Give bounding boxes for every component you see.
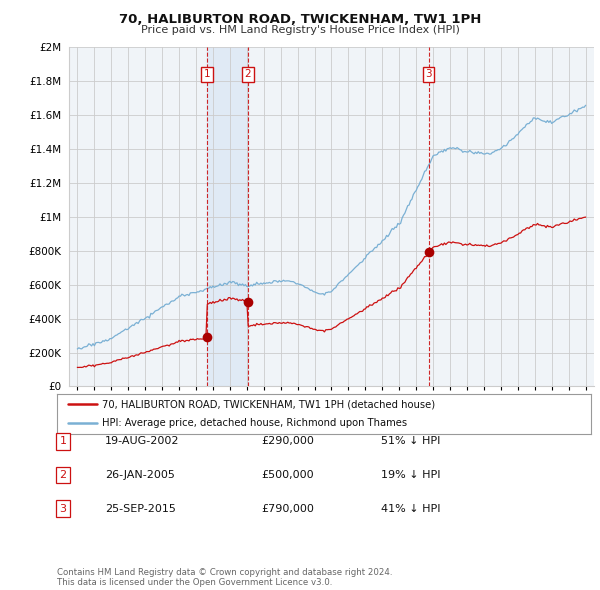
Bar <box>207 47 248 386</box>
Text: 2: 2 <box>245 70 251 79</box>
Text: 25-SEP-2015: 25-SEP-2015 <box>105 504 176 513</box>
Text: 1: 1 <box>59 437 67 446</box>
Text: 1: 1 <box>203 70 210 79</box>
Text: 70, HALIBURTON ROAD, TWICKENHAM, TW1 1PH (detached house): 70, HALIBURTON ROAD, TWICKENHAM, TW1 1PH… <box>103 399 436 409</box>
Text: £500,000: £500,000 <box>261 470 314 480</box>
Text: Price paid vs. HM Land Registry's House Price Index (HPI): Price paid vs. HM Land Registry's House … <box>140 25 460 35</box>
Text: 70, HALIBURTON ROAD, TWICKENHAM, TW1 1PH: 70, HALIBURTON ROAD, TWICKENHAM, TW1 1PH <box>119 13 481 26</box>
Text: 3: 3 <box>425 70 432 79</box>
Text: HPI: Average price, detached house, Richmond upon Thames: HPI: Average price, detached house, Rich… <box>103 418 407 428</box>
Text: 41% ↓ HPI: 41% ↓ HPI <box>381 504 440 513</box>
Text: 19% ↓ HPI: 19% ↓ HPI <box>381 470 440 480</box>
Text: 3: 3 <box>59 504 67 513</box>
Text: £790,000: £790,000 <box>261 504 314 513</box>
Text: 2: 2 <box>59 470 67 480</box>
Text: Contains HM Land Registry data © Crown copyright and database right 2024.
This d: Contains HM Land Registry data © Crown c… <box>57 568 392 587</box>
Text: £290,000: £290,000 <box>261 437 314 446</box>
Text: 51% ↓ HPI: 51% ↓ HPI <box>381 437 440 446</box>
Text: 26-JAN-2005: 26-JAN-2005 <box>105 470 175 480</box>
Text: 19-AUG-2002: 19-AUG-2002 <box>105 437 179 446</box>
